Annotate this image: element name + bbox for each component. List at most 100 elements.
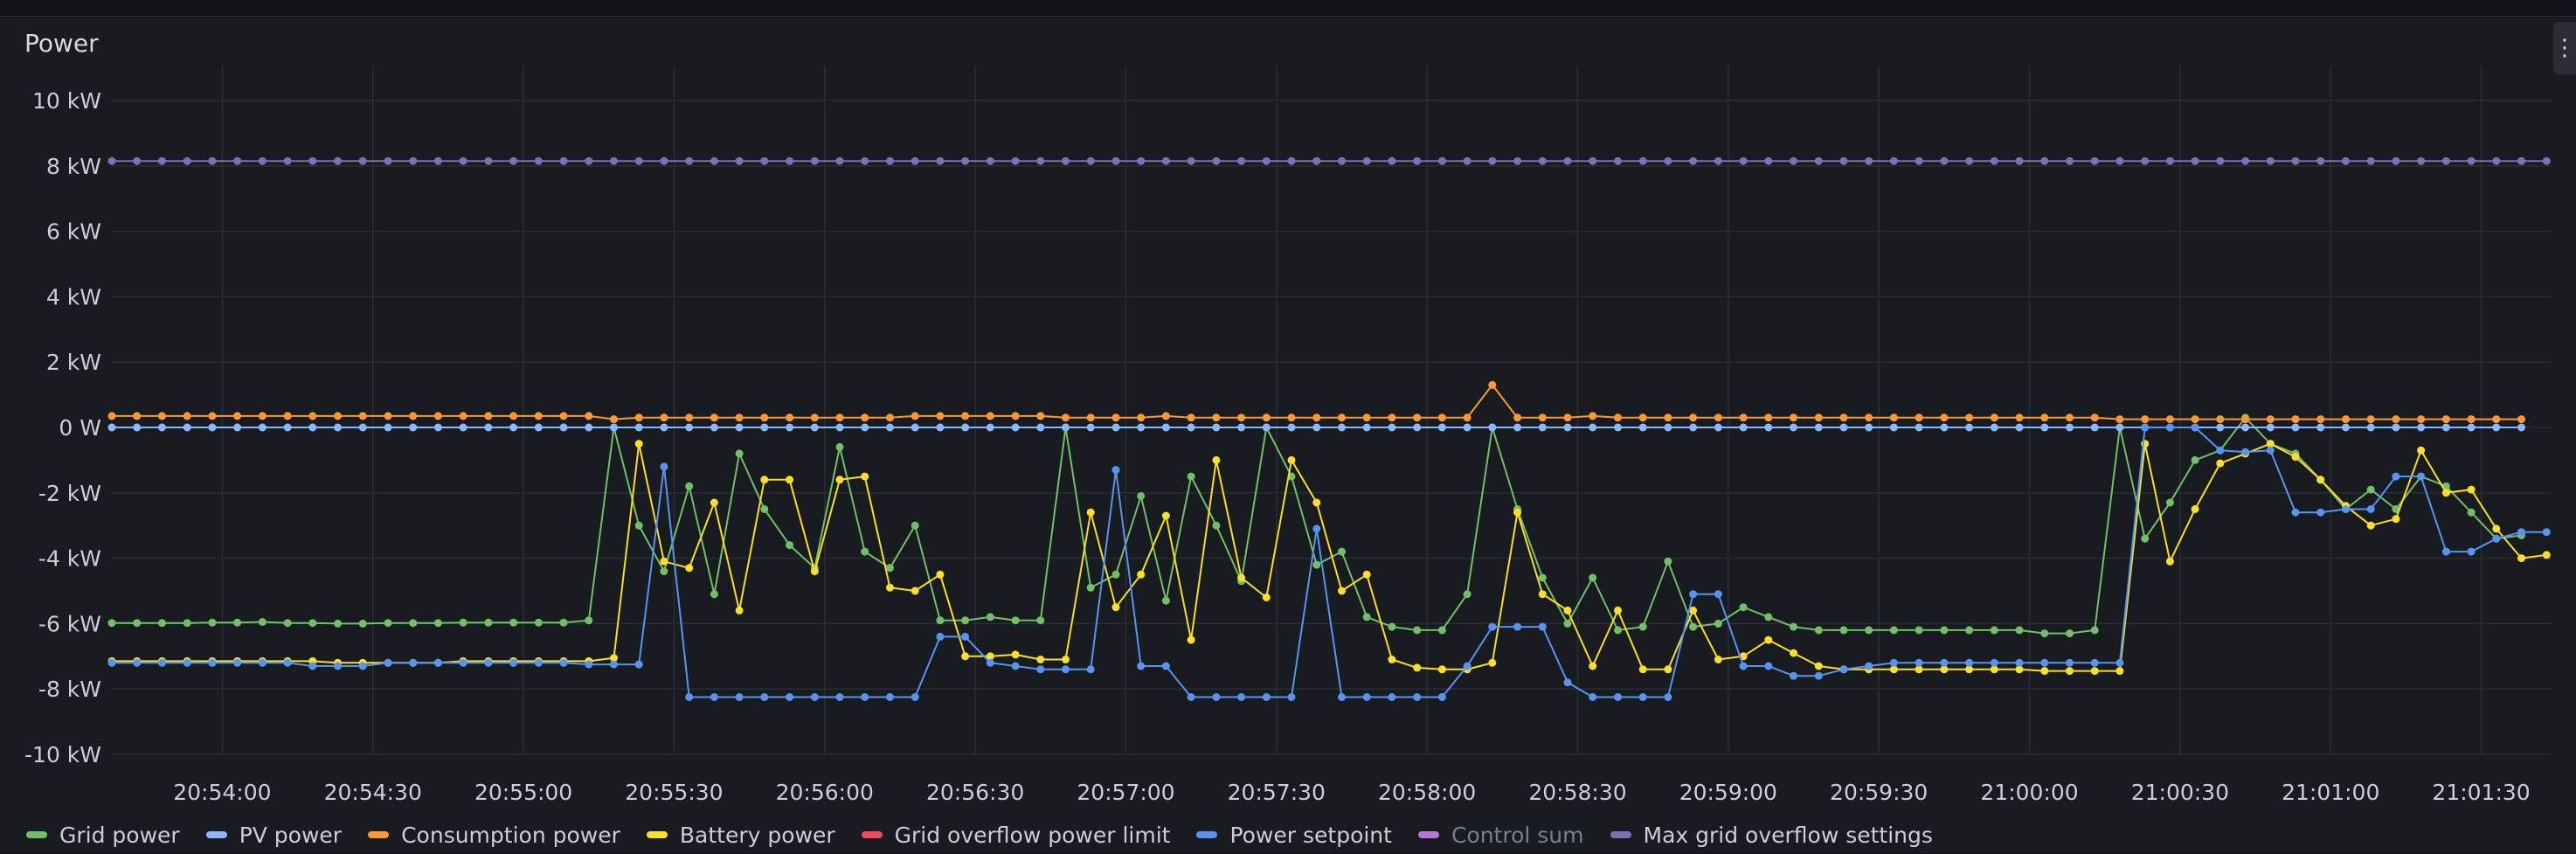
data-point — [1965, 658, 1974, 667]
chart-series — [107, 156, 2551, 701]
power-chart[interactable]: 10 kW 8 kW 6 kW 4 kW 2 kW 0 W -2 kW -4 kW -6 kW -… — [0, 17, 2576, 854]
data-point — [2266, 423, 2275, 432]
data-point — [986, 412, 994, 420]
data-point — [1814, 662, 1823, 670]
data-point — [1764, 613, 1773, 621]
data-point — [1739, 413, 1748, 422]
data-point — [1990, 626, 1998, 635]
x-tick-label: 20:57:30 — [1228, 780, 1326, 805]
data-point — [1036, 156, 1045, 165]
data-point — [133, 619, 142, 628]
data-point — [1714, 156, 1722, 165]
data-point — [2015, 665, 2024, 674]
data-point — [1589, 662, 1597, 670]
data-point — [1212, 521, 1221, 530]
data-point — [2116, 156, 2124, 165]
data-point — [2066, 667, 2074, 676]
data-point — [1011, 616, 1020, 625]
data-point — [2090, 626, 2099, 635]
data-point — [1137, 570, 1146, 579]
data-point — [1563, 606, 1572, 614]
data-point — [585, 412, 593, 420]
data-point — [258, 423, 267, 432]
data-point — [1388, 413, 1396, 422]
data-point — [986, 613, 994, 621]
legend-item-grid-overflow-power-limit[interactable]: Grid overflow power limit — [861, 823, 1170, 848]
data-point — [1312, 524, 1321, 533]
data-point — [2492, 423, 2501, 432]
data-point — [2090, 667, 2099, 676]
x-tick-label: 20:56:00 — [776, 780, 874, 805]
data-point — [1187, 156, 1195, 165]
data-point — [334, 412, 342, 420]
data-point — [384, 423, 392, 432]
data-point — [2542, 551, 2551, 559]
data-point — [760, 476, 769, 484]
data-point — [2467, 156, 2476, 165]
data-point — [1011, 662, 1020, 670]
data-point — [2517, 423, 2525, 432]
data-point — [2492, 524, 2501, 533]
data-point — [1739, 603, 1748, 612]
data-point — [358, 412, 367, 420]
data-point — [634, 423, 643, 432]
data-point — [610, 156, 618, 165]
data-point — [459, 423, 467, 432]
data-point — [384, 156, 392, 165]
data-point — [1790, 649, 1797, 657]
data-point — [157, 658, 166, 667]
data-point — [685, 423, 694, 432]
data-point — [961, 616, 970, 625]
legend-item-max-grid-overflow-settings[interactable]: Max grid overflow settings — [1610, 823, 1933, 848]
data-point — [610, 423, 618, 432]
data-point — [2040, 413, 2049, 422]
legend-label: Consumption power — [401, 822, 620, 848]
vertical-ellipsis-icon[interactable]: ⋮ — [2553, 22, 2576, 74]
data-point — [1790, 622, 1797, 631]
data-point — [760, 505, 769, 513]
legend-item-power-setpoint[interactable]: Power setpoint — [1196, 823, 1392, 848]
data-point — [433, 156, 442, 165]
data-point — [1111, 603, 1120, 612]
legend-item-control-sum[interactable]: Control sum — [1417, 823, 1584, 848]
data-point — [585, 156, 593, 165]
data-point — [1212, 156, 1221, 165]
data-point — [1714, 656, 1722, 663]
data-point — [1388, 423, 1396, 432]
legend-swatch-icon — [646, 831, 668, 838]
legend-item-grid-power[interactable]: Grid power — [26, 823, 180, 848]
data-point — [911, 412, 919, 420]
data-point — [1764, 156, 1773, 165]
data-point — [1111, 156, 1120, 165]
legend-item-consumption-power[interactable]: Consumption power — [368, 823, 620, 848]
data-point — [1287, 413, 1296, 422]
data-point — [936, 156, 945, 165]
data-point — [810, 693, 819, 701]
data-point — [835, 476, 844, 484]
data-point — [2542, 156, 2551, 165]
y-tick-label: 4 kW — [46, 284, 101, 309]
data-point — [760, 423, 769, 432]
data-point — [1011, 412, 1020, 420]
data-point — [208, 618, 217, 627]
data-point — [886, 423, 894, 432]
data-point — [1865, 662, 1873, 670]
data-point — [1814, 156, 1823, 165]
data-point — [1915, 665, 1923, 674]
data-point — [886, 413, 894, 422]
legend-item-battery-power[interactable]: Battery power — [646, 823, 835, 848]
data-point — [1312, 423, 1321, 432]
data-point — [2090, 156, 2099, 165]
data-point — [133, 412, 142, 420]
data-point — [1137, 662, 1146, 670]
data-point — [1990, 658, 1998, 667]
legend-item-pv-power[interactable]: PV power — [205, 823, 342, 848]
data-point — [1965, 413, 1974, 422]
data-point — [1413, 626, 1422, 635]
data-point — [1664, 557, 1672, 566]
data-point — [384, 412, 392, 420]
data-point — [2241, 423, 2250, 432]
data-point — [1237, 693, 1246, 701]
x-tick-label: 21:01:30 — [2432, 780, 2530, 805]
data-point — [334, 423, 342, 432]
